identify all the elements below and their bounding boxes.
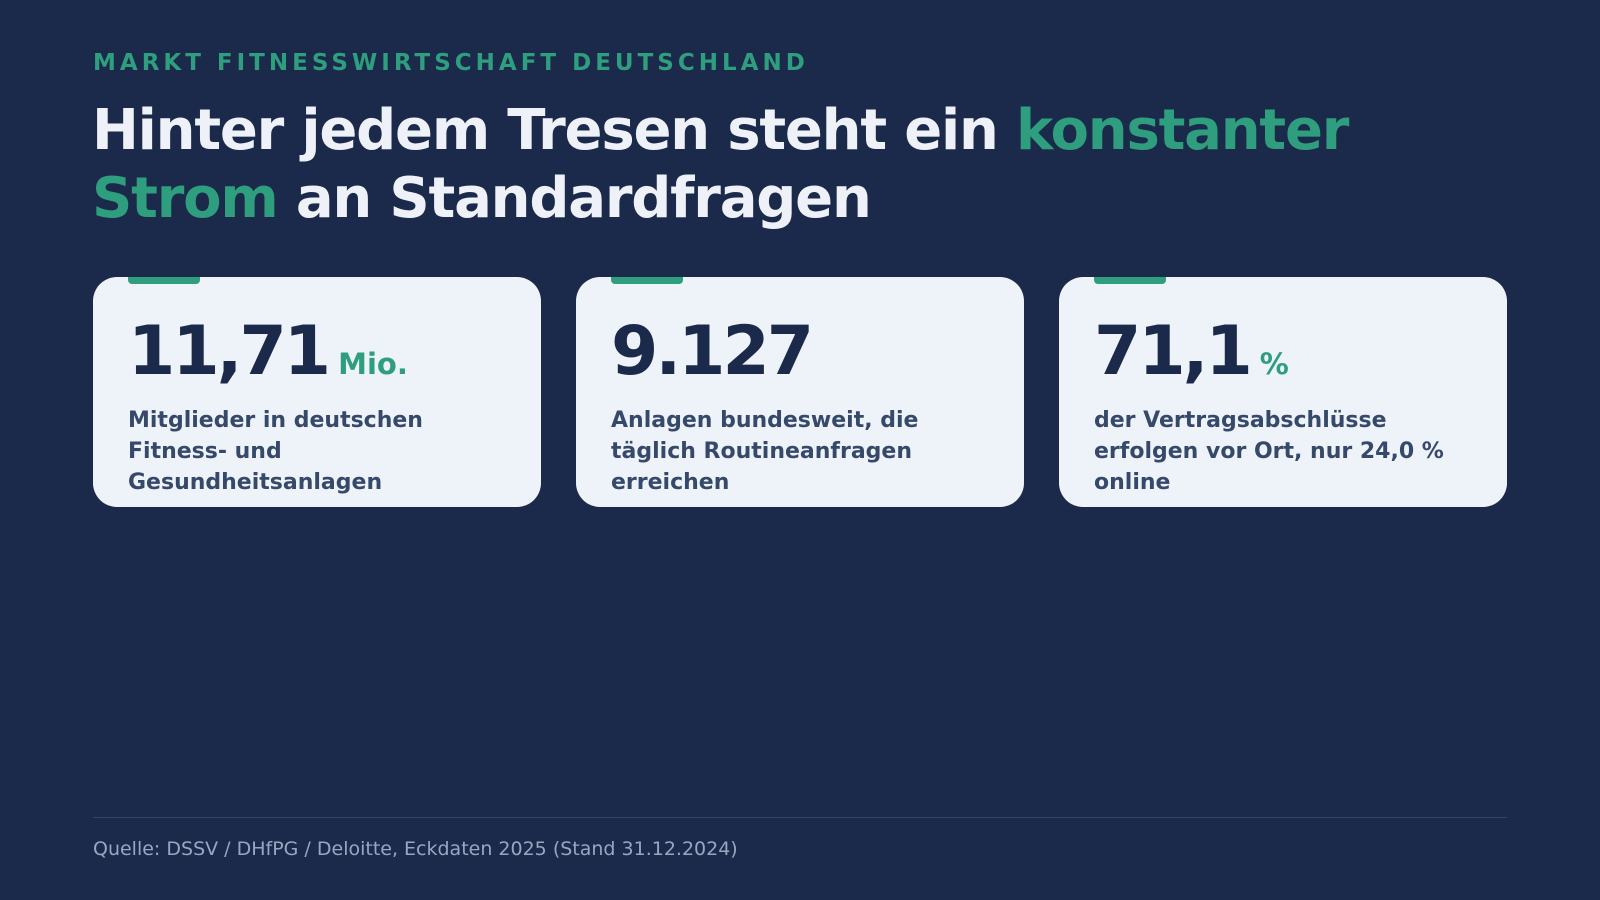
eyebrow-label: MARKT FITNESSWIRTSCHAFT DEUTSCHLAND <box>93 50 809 76</box>
stat-card-contracts: 71,1 % der Vertragsabschlüsse erfolgen v… <box>1059 277 1507 507</box>
stat-unit: % <box>1259 347 1289 381</box>
headline-accent-2: Strom <box>92 166 279 231</box>
stat-cards: 11,71 Mio. Mitglieder in deutschen Fitne… <box>93 277 1507 507</box>
card-accent-bar <box>611 277 683 284</box>
stat-figure: 71,1 % <box>1094 313 1289 391</box>
stat-value: 9.127 <box>611 312 814 391</box>
stat-card-members: 11,71 Mio. Mitglieder in deutschen Fitne… <box>93 277 541 507</box>
stat-value: 71,1 <box>1094 312 1253 391</box>
stat-value: 11,71 <box>128 312 331 391</box>
source-note: Quelle: DSSV / DHfPG / Deloitte, Eckdate… <box>93 838 738 860</box>
headline-text-2: an Standardfragen <box>277 166 872 231</box>
stat-card-facilities: 9.127 Anlagen bundesweit, die täglich Ro… <box>576 277 1024 507</box>
stat-figure: 11,71 Mio. <box>128 313 408 391</box>
stat-description: der Vertragsabschlüsse erfolgen vor Ort,… <box>1094 408 1444 495</box>
stat-unit: Mio. <box>338 347 408 381</box>
footer-divider <box>93 817 1507 818</box>
stat-description: Mitglieder in deutschen Fitness- und Ges… <box>128 408 423 495</box>
card-accent-bar <box>1094 277 1166 284</box>
headline-text-1: Hinter jedem Tresen steht ein <box>92 98 1016 163</box>
headline: Hinter jedem Tresen steht ein konstanter… <box>92 97 1412 233</box>
headline-accent-1: konstanter <box>1015 98 1349 163</box>
card-accent-bar <box>128 277 200 284</box>
stat-description: Anlagen bundesweit, die täglich Routinea… <box>611 408 919 495</box>
stat-figure: 9.127 <box>611 312 814 391</box>
